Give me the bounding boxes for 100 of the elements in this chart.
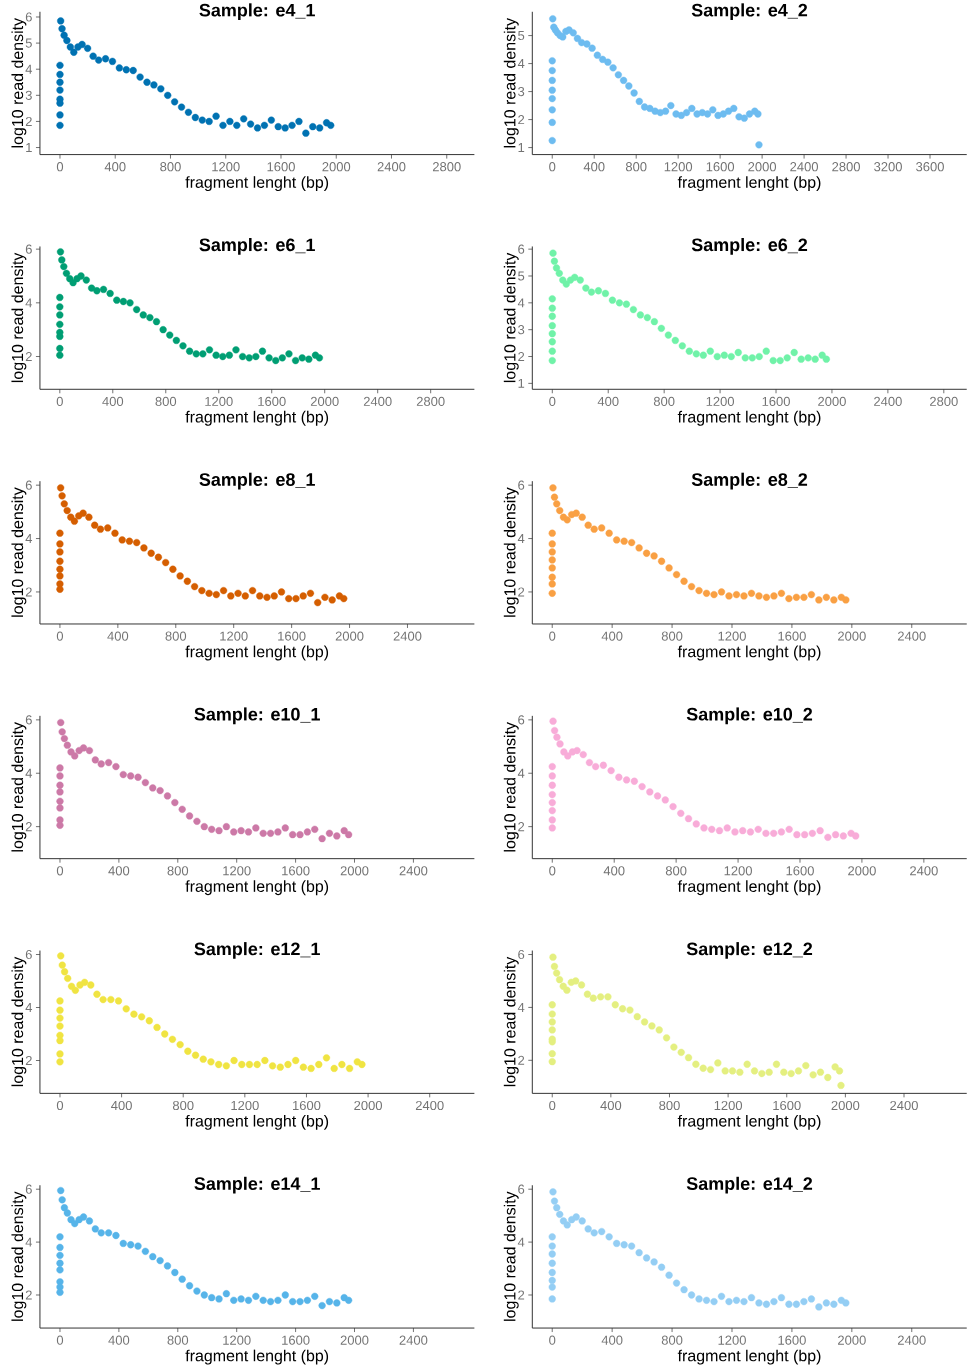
- x-tick-label: 2000: [354, 1100, 383, 1111]
- y-tick-label: 6: [518, 949, 525, 960]
- chart-title: Sample: e14_1: [194, 1176, 321, 1194]
- y-tick-label: 6: [26, 244, 32, 254]
- x-tick-label: 0: [549, 631, 556, 641]
- x-tick-label: 2000: [340, 1335, 369, 1345]
- x-tick-label: 800: [626, 162, 647, 172]
- x-tick-label: 2000: [838, 1335, 866, 1345]
- x-tick-label: 2000: [818, 396, 847, 406]
- x-tick-label: 1200: [724, 866, 753, 876]
- x-tick-label: 2000: [335, 631, 364, 641]
- y-tick-label: 1: [518, 378, 525, 388]
- y-tick-label: 5: [25, 38, 33, 48]
- chart-title: Sample: e4_2: [691, 3, 808, 21]
- x-tick-label: 1600: [778, 631, 806, 641]
- x-tick-label: 400: [600, 1100, 622, 1111]
- x-tick-label: 2400: [898, 1335, 926, 1345]
- y-tick-label: 2: [26, 116, 32, 126]
- x-tick-label: 1600: [778, 1335, 806, 1345]
- y-tick-label: 2: [26, 1290, 32, 1300]
- x-axis-title: fragment lenght (bp): [677, 410, 821, 426]
- x-tick-label: 3600: [916, 162, 945, 172]
- x-tick-label: 2000: [848, 866, 876, 876]
- x-tick-label: 0: [549, 1335, 556, 1345]
- x-axis-title: fragment lenght (bp): [677, 645, 821, 661]
- x-tick-label: 1200: [714, 1100, 743, 1111]
- x-tick-label: 800: [661, 1335, 683, 1345]
- x-tick-label: 0: [549, 1100, 556, 1111]
- x-tick-label: 2400: [377, 162, 406, 172]
- x-tick-label: 3200: [874, 162, 903, 172]
- y-tick-label: 2: [518, 351, 525, 362]
- y-axis-title: log10 read density: [503, 956, 519, 1087]
- chart-title: Sample: e6_1: [199, 238, 316, 255]
- x-tick-label: 2800: [417, 396, 445, 406]
- x-tick-label: 2000: [831, 1100, 860, 1111]
- x-tick-label: 2400: [874, 396, 902, 406]
- x-tick-label: 2400: [790, 162, 819, 172]
- x-tick-label: 2000: [838, 631, 866, 641]
- y-tick-label: 1: [518, 143, 525, 153]
- x-tick-label: 400: [108, 1335, 130, 1345]
- y-tick-label: 4: [25, 534, 33, 544]
- x-tick-label: 0: [57, 1100, 64, 1111]
- y-tick-label: 2: [518, 1055, 525, 1065]
- y-tick-label: 6: [26, 949, 32, 960]
- y-tick-label: 4: [518, 768, 525, 778]
- x-axis-title: fragment lenght (bp): [677, 1349, 821, 1365]
- x-axis-title: fragment lenght (bp): [185, 176, 329, 192]
- x-tick-label: 1200: [205, 396, 233, 406]
- x-tick-label: 800: [167, 866, 189, 876]
- x-tick-label: 1600: [258, 396, 286, 406]
- x-tick-label: 800: [659, 1100, 680, 1111]
- y-tick-label: 6: [26, 1184, 32, 1194]
- x-tick-label: 800: [160, 162, 181, 172]
- x-tick-label: 800: [165, 631, 187, 641]
- chart-title: Sample: e12_2: [686, 942, 813, 959]
- x-tick-label: 1600: [773, 1100, 801, 1111]
- y-tick-label: 3: [518, 325, 525, 335]
- x-axis-title: fragment lenght (bp): [185, 1349, 329, 1365]
- y-tick-label: 6: [518, 480, 525, 490]
- x-tick-label: 1600: [278, 631, 306, 641]
- y-tick-label: 1: [26, 143, 32, 152]
- y-tick-label: 6: [518, 1184, 525, 1194]
- x-tick-label: 0: [549, 396, 556, 406]
- x-tick-label: 1600: [786, 866, 815, 876]
- x-tick-label: 2400: [416, 1100, 444, 1111]
- y-axis-title: log10 read density: [503, 252, 519, 383]
- x-tick-label: 800: [654, 396, 675, 406]
- x-tick-label: 800: [173, 1100, 194, 1111]
- y-tick-label: 4: [25, 768, 33, 778]
- y-tick-label: 2: [26, 1055, 32, 1066]
- y-tick-label: 4: [518, 59, 525, 69]
- x-tick-label: 1200: [231, 1100, 259, 1111]
- x-tick-label: 400: [104, 162, 126, 172]
- x-axis-title: fragment lenght (bp): [677, 880, 821, 896]
- x-tick-label: 400: [583, 162, 605, 172]
- x-tick-label: 400: [111, 1100, 133, 1111]
- x-tick-label: 2800: [832, 162, 861, 172]
- y-tick-label: 2: [518, 822, 525, 832]
- x-axis-title: fragment lenght (bp): [677, 1114, 821, 1130]
- y-tick-label: 2: [518, 115, 525, 125]
- y-tick-label: 4: [25, 64, 33, 74]
- x-tick-label: 400: [601, 1335, 623, 1345]
- x-tick-label: 0: [57, 162, 64, 172]
- x-tick-label: 2400: [399, 866, 428, 876]
- x-tick-label: 1200: [212, 162, 240, 172]
- x-tick-label: 2400: [364, 396, 392, 406]
- y-tick-label: 6: [518, 244, 525, 254]
- y-tick-label: 2: [518, 587, 525, 597]
- x-tick-label: 2000: [340, 866, 369, 876]
- x-tick-label: 400: [601, 631, 623, 641]
- x-tick-label: 2000: [311, 396, 339, 406]
- x-tick-label: 0: [549, 866, 556, 876]
- x-tick-label: 800: [661, 631, 683, 641]
- x-tick-label: 400: [108, 866, 130, 876]
- x-axis-title: fragment lenght (bp): [185, 410, 329, 426]
- chart-title: Sample: e4_1: [199, 3, 316, 21]
- x-tick-label: 1200: [223, 866, 251, 876]
- x-tick-label: 1200: [706, 396, 735, 406]
- x-axis-title: fragment lenght (bp): [185, 880, 329, 896]
- x-tick-label: 400: [107, 631, 129, 641]
